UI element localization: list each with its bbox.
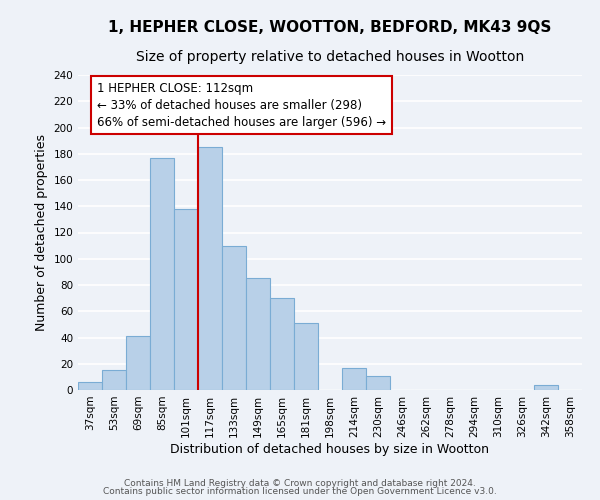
Bar — [246, 278, 270, 390]
Bar — [222, 246, 246, 390]
Text: 1 HEPHER CLOSE: 112sqm
← 33% of detached houses are smaller (298)
66% of semi-de: 1 HEPHER CLOSE: 112sqm ← 33% of detached… — [97, 82, 386, 128]
Bar — [174, 209, 198, 390]
X-axis label: Distribution of detached houses by size in Wootton: Distribution of detached houses by size … — [170, 442, 490, 456]
Y-axis label: Number of detached properties: Number of detached properties — [35, 134, 48, 331]
Bar — [366, 376, 390, 390]
Bar — [102, 370, 126, 390]
Bar — [126, 336, 150, 390]
Bar — [534, 385, 558, 390]
Bar — [270, 298, 294, 390]
Bar — [294, 323, 318, 390]
Text: Contains HM Land Registry data © Crown copyright and database right 2024.: Contains HM Land Registry data © Crown c… — [124, 478, 476, 488]
Bar — [78, 382, 102, 390]
Bar — [150, 158, 174, 390]
Bar — [342, 368, 366, 390]
Text: Size of property relative to detached houses in Wootton: Size of property relative to detached ho… — [136, 50, 524, 64]
Text: 1, HEPHER CLOSE, WOOTTON, BEDFORD, MK43 9QS: 1, HEPHER CLOSE, WOOTTON, BEDFORD, MK43 … — [109, 20, 551, 35]
Bar — [198, 147, 222, 390]
Text: Contains public sector information licensed under the Open Government Licence v3: Contains public sector information licen… — [103, 487, 497, 496]
